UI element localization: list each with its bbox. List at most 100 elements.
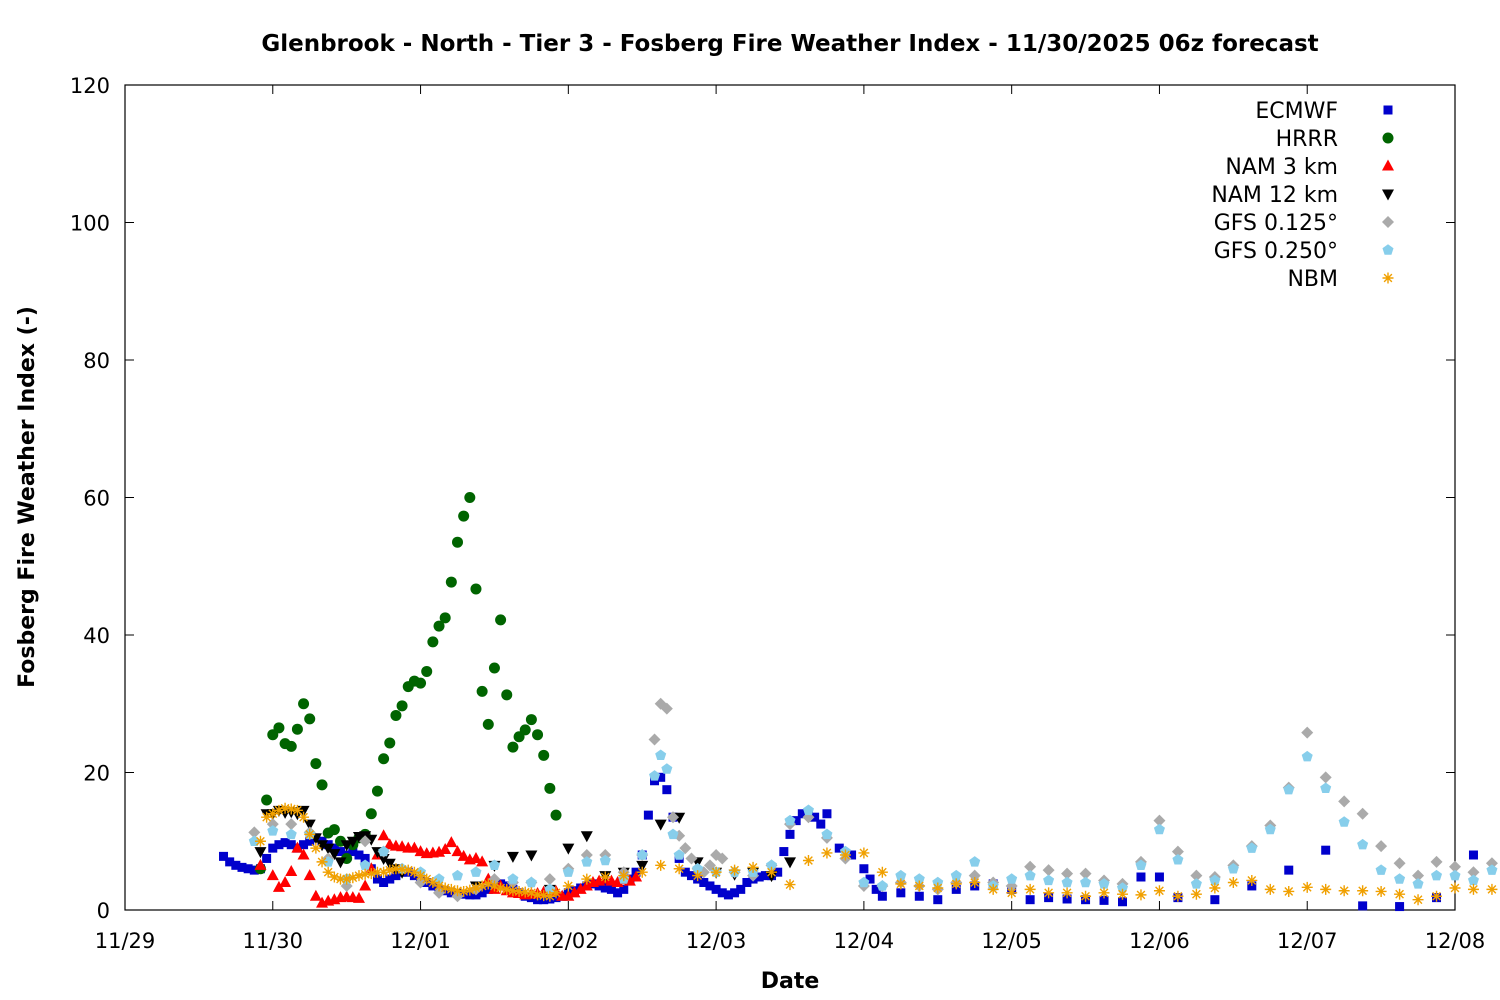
- data-point-gfs-0-125: [1042, 864, 1055, 877]
- data-point-ecmwf: [723, 890, 733, 900]
- data-point-gfs-0-250: [1283, 783, 1295, 795]
- data-point-nam-3-km: [352, 891, 365, 903]
- x-tick-label: 11/29: [95, 929, 156, 953]
- data-point-hrrr: [550, 809, 562, 821]
- data-point-nbm: [1412, 894, 1424, 906]
- data-point-ecmwf: [834, 843, 844, 853]
- data-point-nam-3-km: [457, 849, 470, 861]
- data-point-gfs-0-125: [1485, 857, 1498, 870]
- data-point-gfs-0-250: [1320, 782, 1332, 793]
- data-point-gfs-0-250: [950, 869, 962, 881]
- data-point-gfs-0-250: [1227, 862, 1239, 874]
- data-point-nbm: [784, 879, 796, 891]
- data-point-nbm: [1153, 885, 1165, 897]
- data-point-hrrr: [273, 722, 285, 734]
- data-point-ecmwf: [779, 847, 789, 857]
- data-point-ecmwf: [859, 864, 869, 874]
- data-point-ecmwf: [650, 776, 660, 786]
- data-point-nam-3-km: [309, 889, 322, 901]
- data-point-nbm: [932, 882, 944, 894]
- data-point-nam-3-km: [580, 879, 593, 891]
- data-point-nbm: [304, 828, 316, 840]
- data-point-gfs-0-250: [1301, 750, 1313, 762]
- data-point-gfs-0-250: [599, 854, 611, 866]
- data-point-nbm: [1320, 883, 1332, 895]
- data-point-hrrr: [365, 808, 377, 820]
- data-point-ecmwf: [243, 864, 253, 874]
- data-point-gfs-0-250: [1375, 864, 1387, 875]
- data-point-gfs-0-125: [543, 873, 556, 886]
- x-tick-label: 12/07: [1277, 929, 1338, 953]
- legend: ECMWF HRRR NAM 3 km NAM 12 km GFS 0.125° GFS …: [1211, 99, 1394, 292]
- data-point-nbm: [895, 878, 907, 890]
- data-point-nbm: [452, 885, 463, 897]
- data-point-ecmwf: [286, 840, 296, 850]
- data-point-nbm: [341, 873, 353, 885]
- data-point-nbm: [495, 882, 507, 894]
- data-point-hrrr: [285, 740, 297, 752]
- data-point-hrrr: [476, 685, 488, 697]
- data-point-nbm: [501, 883, 513, 895]
- data-point-ecmwf: [705, 881, 715, 891]
- data-point-nam-12-km: [784, 857, 796, 869]
- data-point-nbm: [285, 803, 297, 815]
- data-point-ecmwf: [1321, 845, 1331, 855]
- data-point-nbm: [1172, 890, 1184, 902]
- data-point-nbm: [476, 880, 488, 892]
- data-point-ecmwf: [613, 888, 623, 898]
- data-point-nam-3-km: [574, 882, 587, 894]
- data-point-gfs-0-250: [1080, 876, 1092, 888]
- data-point-gfs-0-250: [378, 845, 390, 857]
- data-point-gfs-0-125: [1467, 866, 1480, 879]
- x-tick-labels: 11/29 11/30 12/01 12/02 12/03 12/04 12/05 12/06…: [95, 929, 1486, 953]
- data-point-nam-3-km: [469, 851, 482, 863]
- data-point-ecmwf: [877, 891, 887, 901]
- data-point-ecmwf: [865, 874, 875, 884]
- data-point-ecmwf: [1099, 895, 1109, 905]
- chart-title: Glenbrook - North - Tier 3 - Fosberg Fir…: [261, 31, 1318, 57]
- data-point-nbm: [747, 861, 759, 873]
- data-point-gfs-0-250: [1449, 869, 1461, 881]
- data-point-ecmwf: [262, 853, 272, 863]
- data-point-ecmwf: [785, 829, 795, 839]
- data-point-ecmwf: [736, 884, 746, 894]
- data-point-gfs-0-250: [1431, 869, 1443, 881]
- data-point-nbm: [950, 878, 962, 890]
- data-point-nbm: [396, 863, 408, 875]
- data-point-nam-12-km: [654, 819, 667, 831]
- data-point-gfs-0-250: [692, 862, 704, 874]
- data-point-gfs-0-125: [1061, 867, 1074, 880]
- data-point-nbm: [618, 870, 630, 882]
- data-point-hrrr: [544, 782, 556, 794]
- data-point-nam-3-km: [297, 848, 310, 860]
- data-point-ecmwf: [680, 867, 690, 877]
- data-point-nam-12-km: [636, 860, 649, 872]
- data-point-hrrr: [304, 713, 316, 725]
- data-point-ecmwf: [348, 847, 358, 857]
- data-point-nbm: [532, 889, 544, 901]
- data-point-gfs-0-250: [649, 770, 661, 781]
- data-point-ecmwf: [643, 810, 653, 820]
- data-point-nbm: [254, 835, 266, 847]
- legend-marker-ecmwf: [1383, 105, 1393, 115]
- data-point-nbm: [1209, 882, 1221, 894]
- data-point-ecmwf: [760, 871, 770, 881]
- data-point-gfs-0-250: [1024, 869, 1036, 881]
- data-point-gfs-0-125: [1171, 845, 1184, 858]
- data-point-ecmwf: [600, 883, 610, 893]
- data-point-hrrr: [452, 536, 463, 548]
- data-point-hrrr: [525, 714, 537, 726]
- data-point-ecmwf: [847, 850, 857, 860]
- x-axis-title: Date: [761, 969, 820, 994]
- legend-label-nbm: NBM: [1287, 267, 1338, 292]
- data-point-nbm: [525, 887, 537, 899]
- data-point-nbm: [359, 868, 371, 880]
- data-point-nbm: [1338, 885, 1350, 897]
- data-point-gfs-0-250: [913, 873, 925, 884]
- data-point-nbm: [421, 873, 433, 885]
- data-point-ecmwf: [896, 888, 906, 898]
- data-point-nbm: [1190, 888, 1202, 900]
- data-point-gfs-0-250: [766, 859, 778, 870]
- data-point-ecmwf: [268, 843, 278, 853]
